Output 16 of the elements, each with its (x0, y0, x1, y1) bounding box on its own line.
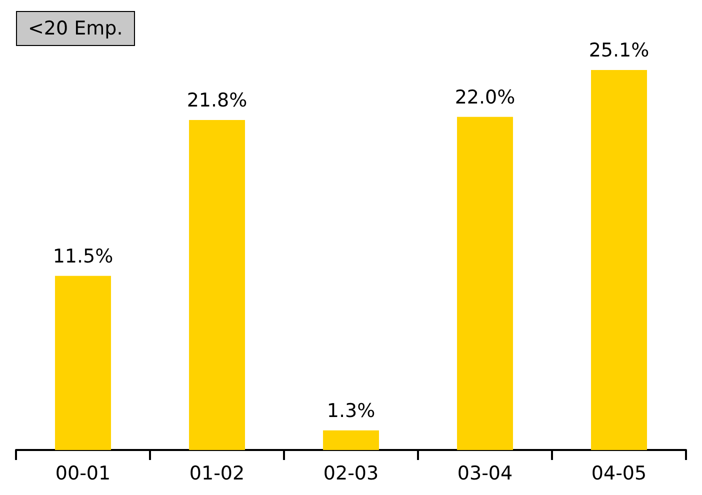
x-tick-label: 01-02 (189, 462, 245, 484)
bar (591, 70, 647, 450)
x-tick-label: 03-04 (457, 462, 513, 484)
data-label: 22.0% (454, 86, 516, 108)
data-label: 1.3% (326, 400, 376, 422)
bar (55, 276, 111, 450)
bar (457, 116, 513, 450)
data-label: 21.8% (186, 89, 248, 112)
bar (189, 120, 245, 450)
x-tick-label: 00-01 (55, 462, 111, 484)
x-tick-label: 04-05 (591, 462, 647, 484)
x-tick-label: 02-03 (323, 462, 379, 484)
data-label: 11.5% (52, 245, 114, 268)
data-label: 25.1% (588, 40, 650, 62)
bar (323, 430, 379, 450)
chart-title: <20 Emp. (28, 18, 123, 40)
